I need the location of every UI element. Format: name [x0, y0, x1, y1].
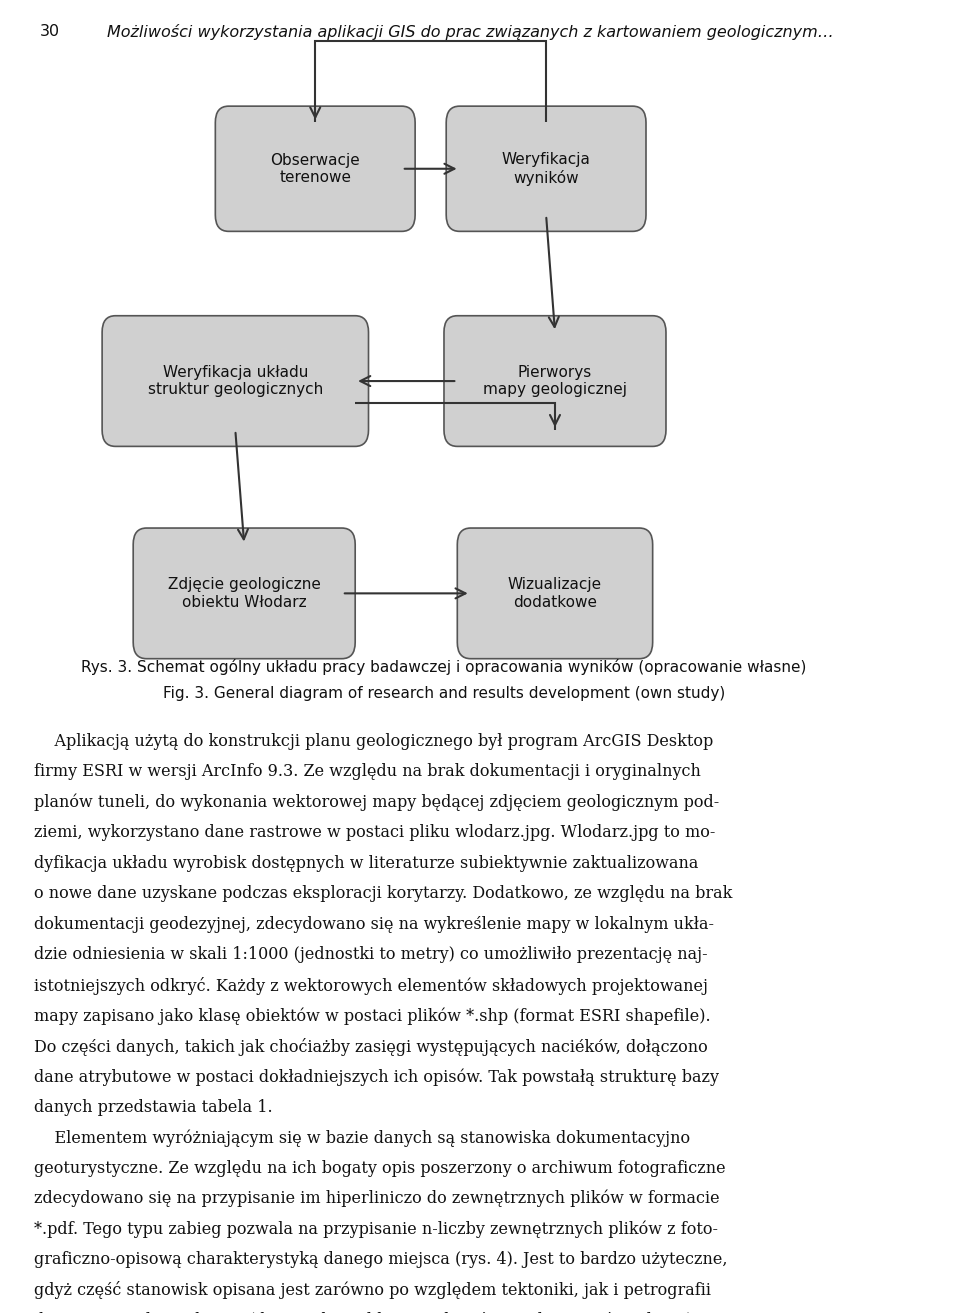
Text: danych przedstawia tabela 1.: danych przedstawia tabela 1.: [34, 1099, 273, 1116]
FancyBboxPatch shape: [446, 106, 646, 231]
Text: Aplikacją użytą do konstrukcji planu geologicznego był program ArcGIS Desktop: Aplikacją użytą do konstrukcji planu geo…: [34, 733, 713, 750]
Text: zdecydowano się na przypisanie im hiperliniczo do zewnętrznych plików w formacie: zdecydowano się na przypisanie im hiperl…: [34, 1190, 719, 1208]
Text: firmy ESRI w wersji ArcInfo 9.3. Ze względu na brak dokumentacji i oryginalnych: firmy ESRI w wersji ArcInfo 9.3. Ze wzgl…: [34, 763, 701, 780]
Text: mapy zapisano jako klasę obiektów w postaci plików *.shp (format ESRI shapefile): mapy zapisano jako klasę obiektów w post…: [34, 1007, 710, 1024]
FancyBboxPatch shape: [444, 315, 666, 446]
Text: istotniejszych odkryć. Każdy z wektorowych elementów składowych projektowanej: istotniejszych odkryć. Każdy z wektorowy…: [34, 977, 708, 995]
Text: Fig. 3. General diagram of research and results development (own study): Fig. 3. General diagram of research and …: [163, 685, 725, 701]
Text: Do części danych, takich jak choćiażby zasięgi występujących naciéków, dołączo: Do części danych, takich jak choćiażby z…: [34, 1037, 708, 1056]
Text: graficzno-opisową charakterystyką danego miejsca (rys. 4). Jest to bardzo użytec: graficzno-opisową charakterystyką danego…: [34, 1251, 728, 1268]
Text: Elementem wyróżniającym się w bazie danych są stanowiska dokumentacyjno: Elementem wyróżniającym się w bazie dany…: [34, 1129, 690, 1146]
Text: Weryfikacja
wyników: Weryfikacja wyników: [502, 152, 590, 185]
FancyBboxPatch shape: [457, 528, 653, 659]
Text: Zdjęcie geologiczne
obiektu Włodarz: Zdjęcie geologiczne obiektu Włodarz: [168, 578, 321, 609]
Text: o nowe dane uzyskane podczas eksploracji korytarzy. Dodatkowo, ze względu na bra: o nowe dane uzyskane podczas eksploracji…: [34, 885, 732, 902]
FancyBboxPatch shape: [102, 315, 369, 446]
FancyBboxPatch shape: [215, 106, 415, 231]
Text: Wizualizacje
dodatkowe: Wizualizacje dodatkowe: [508, 578, 602, 609]
Text: dokumentacji geodezyjnej, zdecydowano się na wykreślenie mapy w lokalnym ukła-: dokumentacji geodezyjnej, zdecydowano si…: [34, 915, 713, 932]
Text: dzie odniesienia w skali 1:1000 (jednostki to metry) co umożliwiło prezentację n: dzie odniesienia w skali 1:1000 (jednost…: [34, 947, 708, 964]
Text: Możliwości wykorzystania aplikacji GIS do prac związanych z kartowaniem geologic: Możliwości wykorzystania aplikacji GIS d…: [107, 24, 833, 39]
Text: Pierworys
mapy geologicznej: Pierworys mapy geologicznej: [483, 365, 627, 398]
Text: dyfikacja układu wyrobisk dostępnych w literaturze subiektywnie zaktualizowana: dyfikacja układu wyrobisk dostępnych w l…: [34, 855, 698, 872]
Text: planów tuneli, do wykonania wektorowej mapy będącej zdjęciem geologicznym pod-: planów tuneli, do wykonania wektorowej m…: [34, 793, 719, 811]
Text: dane atrybutowe w postaci dokładniejszych ich opisów. Tak powstałą strukturę baz: dane atrybutowe w postaci dokładniejszyc…: [34, 1067, 719, 1086]
Text: Weryfikacja układu
struktur geologicznych: Weryfikacja układu struktur geologicznyc…: [148, 365, 323, 398]
Text: geoturystyczne. Ze względu na ich bogaty opis poszerzony o archiwum fotograficzn: geoturystyczne. Ze względu na ich bogaty…: [34, 1159, 726, 1176]
Text: gdyż część stanowisk opisana jest zarówno po względem tektoniki, jak i petrograf: gdyż część stanowisk opisana jest zarówn…: [34, 1281, 710, 1300]
Text: ziemi, wykorzystano dane rastrowe w postaci pliku wlodarz.jpg. Wlodarz.jpg to mo: ziemi, wykorzystano dane rastrowe w post…: [34, 825, 715, 842]
FancyBboxPatch shape: [133, 528, 355, 659]
Text: 30: 30: [40, 24, 60, 39]
Text: Rys. 3. Schemat ogólny układu pracy badawczej i opracowania wyników (opracowanie: Rys. 3. Schemat ogólny układu pracy bada…: [82, 659, 806, 675]
Text: *.pdf. Tego typu zabieg pozwala na przypisanie n-liczby zewnętrznych plików z fo: *.pdf. Tego typu zabieg pozwala na przyp…: [34, 1221, 718, 1238]
Text: Obserwacje
terenowe: Obserwacje terenowe: [271, 152, 360, 185]
